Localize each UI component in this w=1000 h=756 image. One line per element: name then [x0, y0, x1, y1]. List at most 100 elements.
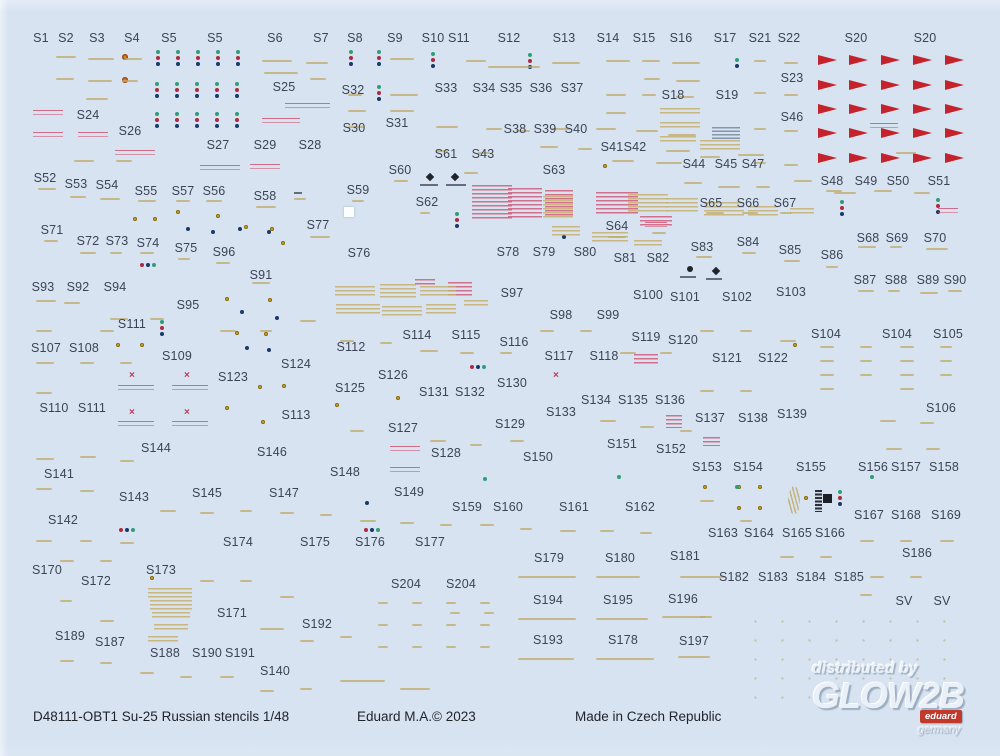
- stencil-label: S85: [778, 243, 802, 257]
- stencil-label: S31: [385, 116, 409, 130]
- stencil-line-decal: [348, 110, 366, 112]
- stencil-line-decal: [858, 246, 876, 248]
- stencil-label: S41: [600, 140, 624, 154]
- stencil-line-decal: [834, 192, 856, 194]
- stencil-line-decal: [220, 330, 236, 332]
- red-flag-decal: [849, 128, 868, 138]
- stencil-line-decal: [820, 346, 834, 348]
- stencil-line-decal: [700, 616, 712, 618]
- stencil-line-decal: [262, 60, 292, 62]
- yellow-dot-decal: [150, 576, 154, 580]
- stencil-label: S148: [330, 465, 360, 479]
- red-flag-decal: [945, 153, 964, 163]
- dot-column-decal: [156, 62, 160, 66]
- stencil-label: S5: [207, 31, 223, 45]
- stencil-label: S156: [858, 460, 888, 474]
- stencil-label: S20: [913, 31, 937, 45]
- stencil-line-decal: [740, 520, 752, 522]
- stencil-label: S162: [625, 500, 655, 514]
- dot-column-decal: [431, 58, 435, 62]
- stencil-line-decal: [486, 128, 502, 130]
- stencil-label: S174: [223, 535, 253, 549]
- stencil-line-decal: [400, 522, 414, 524]
- stencil-line-decal: [948, 290, 962, 292]
- yellow-dot-decal: [737, 485, 741, 489]
- dot-column-decal: [840, 206, 844, 210]
- stencil-line-decal: [900, 388, 914, 390]
- made-in-text: Made in Czech Republic: [575, 709, 722, 724]
- stencil-label: S63: [542, 163, 566, 177]
- stencil-label: S50: [886, 174, 910, 188]
- stencil-label: S106: [926, 401, 956, 415]
- sheet-id-text: D48111-OBT1 Su-25 Russian stencils 1/48: [33, 709, 290, 724]
- stencil-line-decal: [900, 360, 914, 362]
- red-text-decal: [870, 123, 898, 128]
- stencil-line-decal: [606, 60, 630, 62]
- stencil-line-decal: [300, 688, 312, 690]
- dot-column-decal: [235, 112, 239, 116]
- dot-row-decal: [482, 365, 486, 369]
- stencil-line-decal: [488, 66, 540, 68]
- stencil-label: S160: [493, 500, 523, 514]
- stencil-label: S72: [76, 234, 100, 248]
- stencil-line-decal: [820, 388, 834, 390]
- dot-column-decal: [455, 212, 459, 216]
- stencil-line-decal: [700, 330, 714, 332]
- stencil-label: S165: [782, 526, 812, 540]
- dot-row-decal: [370, 528, 374, 532]
- stencil-line-decal: [390, 58, 414, 60]
- yellow-dot-decal: [396, 396, 400, 400]
- tiny-line-decal: [420, 184, 438, 186]
- stencil-line-decal: [100, 330, 114, 332]
- red-text-block-decal: [703, 437, 720, 446]
- stencil-label: S149: [394, 485, 424, 499]
- stencil-line-decal: [780, 340, 796, 342]
- stencil-label: S24: [76, 108, 100, 122]
- stencil-line-decal: [680, 430, 692, 432]
- stencil-line-decal: [596, 618, 648, 620]
- stencil-label: S32: [341, 83, 365, 97]
- stencil-label: S134: [581, 393, 611, 407]
- stencil-label: S33: [434, 81, 458, 95]
- stencil-label: S28: [298, 138, 322, 152]
- dot-column-decal: [196, 56, 200, 60]
- stencil-label: S39: [533, 122, 557, 136]
- yellow-dot-decal: [335, 403, 339, 407]
- stencil-line-decal: [80, 490, 94, 492]
- stencil-label: S89: [916, 273, 940, 287]
- stencil-line-decal: [860, 346, 872, 348]
- dot-row-decal: [470, 365, 474, 369]
- stencil-line-decal: [260, 330, 272, 332]
- stencil-text-block-decal: [666, 198, 698, 214]
- stencil-line-decal: [420, 212, 430, 214]
- stencil-label: S84: [736, 235, 760, 249]
- stencil-label: S45: [714, 157, 738, 171]
- stencil-text-block-decal: [148, 636, 178, 642]
- stencil-line-decal: [640, 426, 654, 428]
- stencil-label: S80: [573, 245, 597, 259]
- stencil-label: S190: [192, 646, 222, 660]
- stencil-label: S100: [633, 288, 663, 302]
- red-flag-decal: [881, 55, 900, 65]
- dot-column-decal: [838, 490, 842, 494]
- stencil-label: S73: [105, 234, 129, 248]
- stencil-label: S181: [670, 549, 700, 563]
- stencil-line-decal: [820, 360, 834, 362]
- red-text-decal: [118, 385, 154, 390]
- stencil-line-decal: [310, 78, 326, 80]
- stencil-label: S183: [758, 570, 788, 584]
- stencil-label: S30: [342, 121, 366, 135]
- stencil-line-decal: [820, 374, 834, 376]
- stencil-label: S121: [712, 351, 742, 365]
- stencil-label: S164: [744, 526, 774, 540]
- stencil-line-decal: [700, 390, 714, 392]
- red-flag-decal: [818, 55, 837, 65]
- red-flag-decal: [849, 55, 868, 65]
- navy-dot-decal: [365, 501, 369, 505]
- dot-column-decal: [160, 320, 164, 324]
- red-text-block-decal: [415, 279, 435, 287]
- stencil-label: S143: [119, 490, 149, 504]
- red-flag-decal: [881, 80, 900, 90]
- stencil-line-decal: [252, 282, 270, 284]
- stencil-label: S104: [882, 327, 912, 341]
